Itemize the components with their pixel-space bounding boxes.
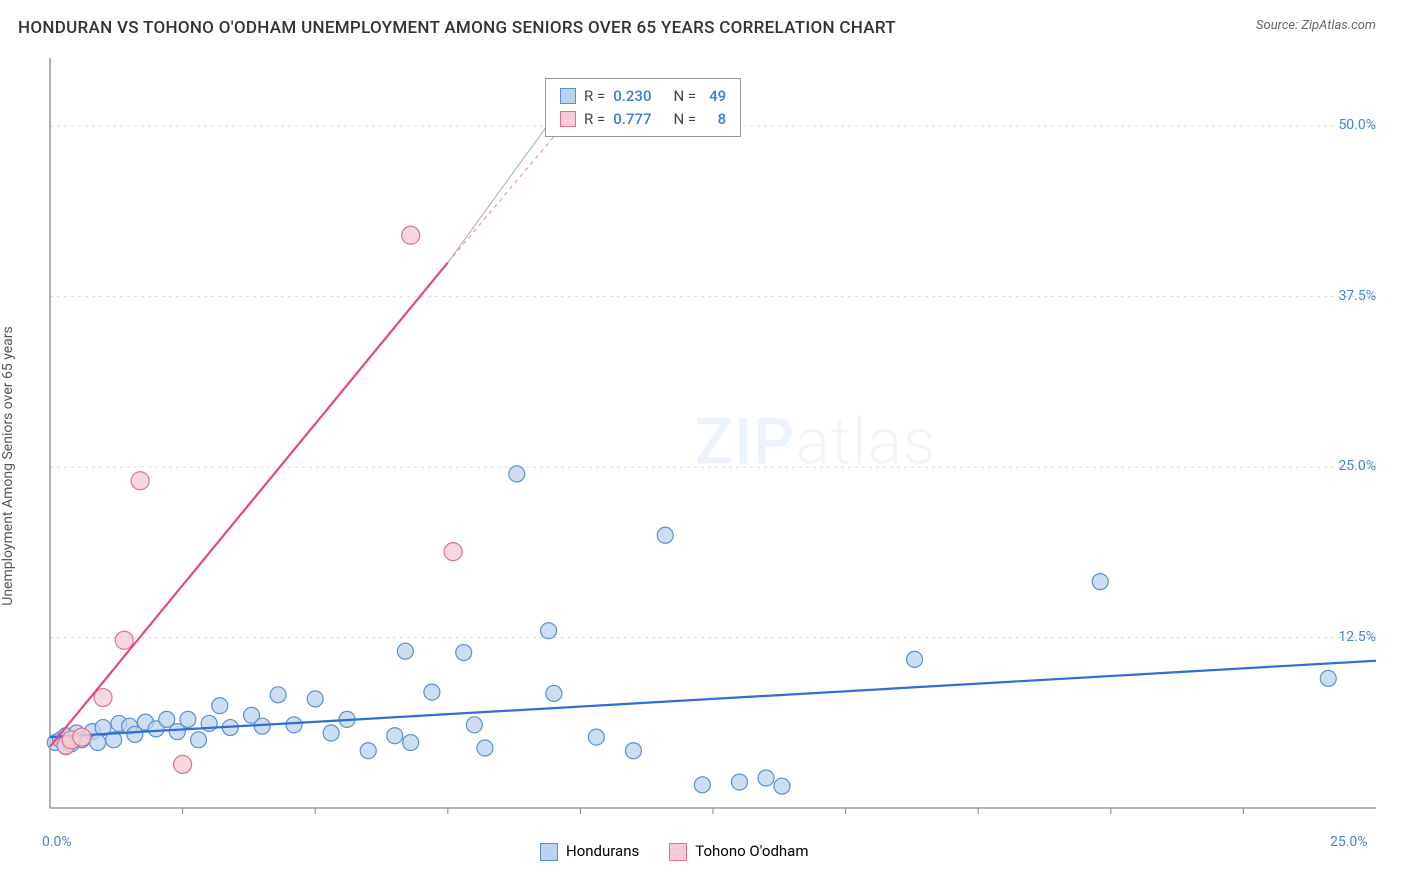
chart-title: HONDURAN VS TOHONO O'ODHAM UNEMPLOYMENT … [18,18,896,38]
source-label: Source: ZipAtlas.com [1256,18,1376,33]
y-tick-label: 25.0% [1338,458,1376,474]
scatter-chart [0,48,1406,868]
legend: Hondurans Tohono O'odham [540,842,809,861]
x-axis-max-label: 25.0% [1330,834,1368,850]
legend-label: Tohono O'odham [695,842,808,860]
chart-area: Unemployment Among Seniors over 65 years… [0,48,1406,868]
y-tick-label: 37.5% [1338,288,1376,304]
legend-swatch [669,843,687,861]
x-axis-min-label: 0.0% [42,834,72,850]
y-tick-label: 12.5% [1338,629,1376,645]
stats-row: R = 0.230N = 49 [560,85,726,108]
correlation-stats-box: R = 0.230N = 49R = 0.777N = 8 [545,78,741,137]
series-swatch [560,88,576,104]
series-swatch [560,111,576,127]
legend-item: Tohono O'odham [669,842,808,861]
legend-label: Hondurans [566,842,639,860]
y-tick-label: 50.0% [1338,117,1376,133]
legend-item: Hondurans [540,842,639,861]
legend-swatch [540,843,558,861]
stats-row: R = 0.777N = 8 [560,108,726,131]
